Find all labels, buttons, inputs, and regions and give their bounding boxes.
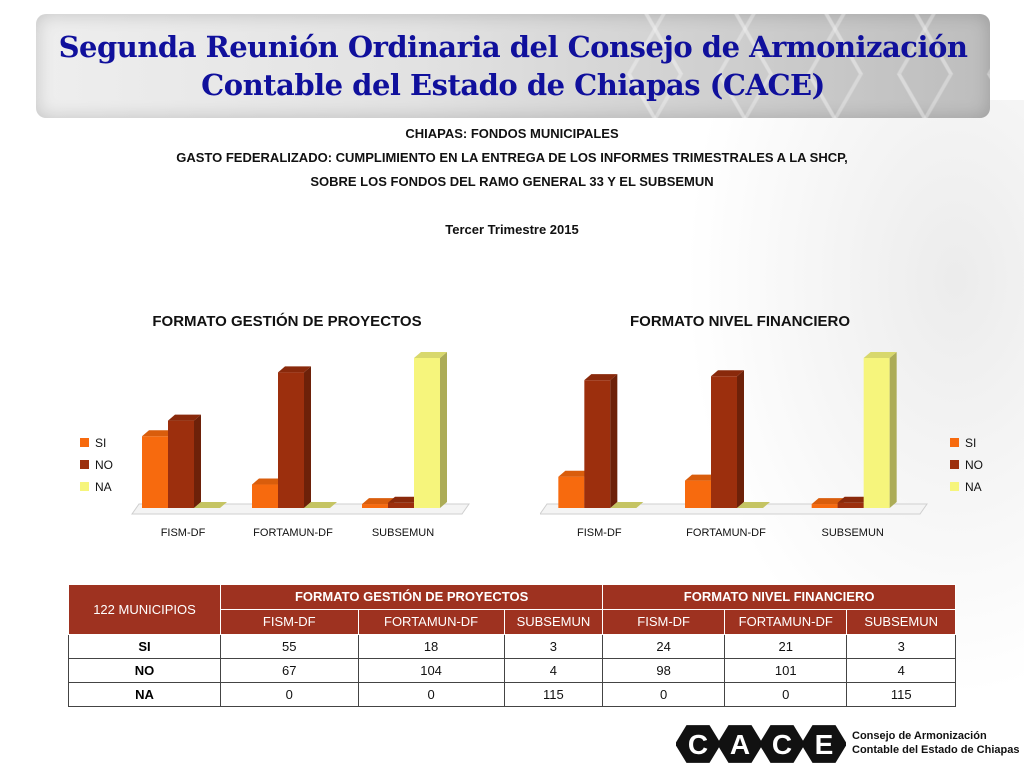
table-col-header: FORTAMUN-DF [724,609,848,635]
table-cell: 55 [219,634,359,659]
logo-hex-a-1: A [717,725,763,763]
x-tick-label: FORTAMUN-DF [686,527,766,539]
svg-text:SI: SI [965,436,976,450]
table-col-header: SUBSEMUN [846,609,956,635]
bar-na-fortamun-df [304,502,337,508]
table-row: NA 0 0 115 0 0 115 [68,682,956,707]
legend-item-si: SI [950,436,976,450]
title-line-2: Contable del Estado de Chiapas (CACE) [201,68,825,102]
table-group-gestion: FORMATO GESTIÓN DE PROYECTOS [219,584,604,610]
bar-no-fism-df [584,374,618,508]
chart-nivel-financiero: FORMATO NIVEL FINANCIERO FISM-DF FORTAMUN-… [540,300,1010,550]
bar-na-fism-df [194,502,227,508]
table-cell: 4 [503,658,604,683]
table-cell: 4 [846,658,956,683]
table-cell: 0 [724,682,848,707]
table-cell: 104 [357,658,505,683]
subhead-line-1: CHIAPAS: FONDOS MUNICIPALES [405,126,619,141]
table-group-financiero: FORMATO NIVEL FINANCIERO [602,584,956,610]
svg-text:A: A [730,729,750,760]
svg-text:NO: NO [965,458,983,472]
page-title: Segunda Reunión Ordinaria del Consejo de… [36,28,990,104]
table-row: NO 67 104 4 98 101 4 [68,658,956,683]
table-col-header: FORTAMUN-DF [357,609,505,635]
x-tick-label: FORTAMUN-DF [253,527,333,539]
table-col-header: FISM-DF [219,609,359,635]
x-tick-label: SUBSEMUN [372,527,434,539]
svg-text:NA: NA [965,480,982,494]
table-cell: 21 [724,634,848,659]
x-tick-label: SUBSEMUN [821,527,883,539]
table-corner: 122 MUNICIPIOS [68,584,221,635]
bar-no-fortamun-df [711,370,744,508]
header-banner [36,14,990,118]
table-cell: 98 [602,658,726,683]
table-cell: 3 [846,634,956,659]
svg-text:C: C [688,729,708,760]
bar-no-fortamun-df [278,366,311,508]
subhead-line-3: SOBRE LOS FONDOS DEL RAMO GENERAL 33 Y E… [310,174,714,189]
legend-item-no: NO [80,458,113,472]
logo-hex-e-3: E [801,725,847,763]
logo-line-2: Contable del Estado de Chiapas [852,744,1020,756]
legend-item-na: NA [80,480,112,494]
svg-text:C: C [772,729,792,760]
table-cell: 3 [503,634,604,659]
svg-text:E: E [815,729,834,760]
bar-na-fortamun-df [737,502,770,508]
svg-text:SI: SI [95,436,106,450]
table-row: SI 55 18 3 24 21 3 [68,634,956,659]
subhead-line-2: GASTO FEDERALIZADO: CUMPLIMIENTO EN LA E… [176,150,848,165]
row-label: NO [68,658,221,683]
chart-title: FORMATO NIVEL FINANCIERO [630,313,850,330]
period-label: Tercer Trimestre 2015 [445,222,579,237]
logo-hex-c-0: C [675,725,721,763]
chart-gestion-proyectos: FORMATO GESTIÓN DE PROYECTOS FISM-DF FORTA… [60,300,480,550]
table-cell: 115 [503,682,604,707]
row-label: NA [68,682,221,707]
bar-na-subsemun [863,352,897,508]
table-cell: 18 [357,634,505,659]
table-cell: 115 [846,682,956,707]
logo-line-1: Consejo de Armonización [852,730,987,742]
row-label: SI [68,634,221,659]
legend-item-si: SI [80,436,106,450]
logo-hex-c-2: C [759,725,805,763]
table-cell: 67 [219,658,359,683]
table-col-header: FISM-DF [602,609,726,635]
x-tick-label: FISM-DF [161,527,206,539]
chart-svg: FORMATO NIVEL FINANCIERO FISM-DF FORTAMUN-… [540,313,983,539]
table-cell: 0 [357,682,505,707]
legend-item-na: NA [950,480,982,494]
bar-na-fism-df [610,502,644,508]
table-cell: 24 [602,634,726,659]
table-cell: 0 [219,682,359,707]
title-line-1: Segunda Reunión Ordinaria del Consejo de… [58,30,968,64]
table-cell: 101 [724,658,848,683]
bar-no-fism-df [168,414,201,508]
chart-title: FORMATO GESTIÓN DE PROYECTOS [152,312,421,330]
legend-item-no: NO [950,458,983,472]
logo-text: Consejo de Armonización Contable del Est… [852,729,1019,757]
bar-na-subsemun [414,352,447,508]
chart-svg: FORMATO GESTIÓN DE PROYECTOS FISM-DF FORTA… [80,312,470,539]
table-col-header: SUBSEMUN [503,609,604,635]
table-cell: 0 [602,682,726,707]
summary-table: 122 MUNICIPIOS FORMATO GESTIÓN DE PROYEC… [68,584,956,707]
x-tick-label: FISM-DF [577,527,622,539]
svg-text:NO: NO [95,458,113,472]
subheadings: CHIAPAS: FONDOS MUNICIPALES GASTO FEDERA… [0,122,1024,242]
svg-text:NA: NA [95,480,112,494]
